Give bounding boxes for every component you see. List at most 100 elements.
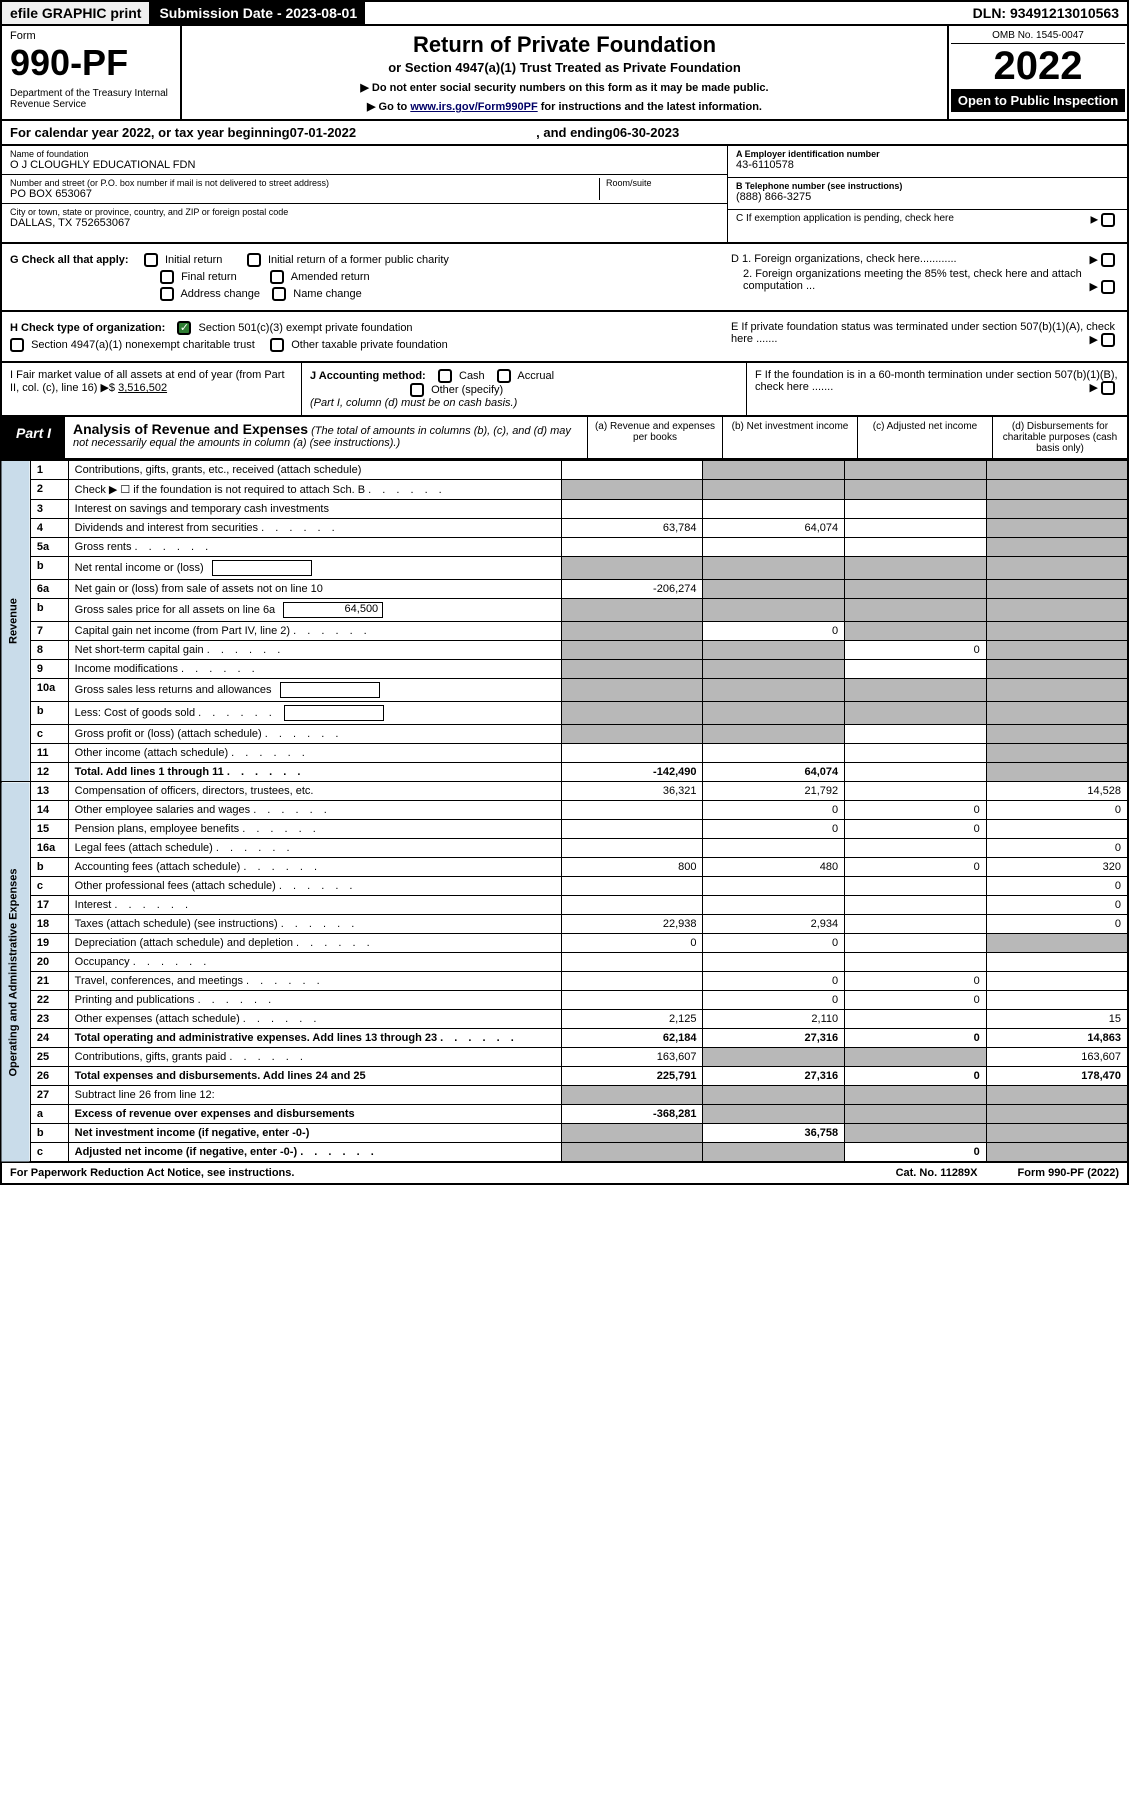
cell-d — [986, 934, 1128, 953]
row-description: Depreciation (attach schedule) and deple… — [68, 934, 561, 953]
initial-return-checkbox[interactable] — [144, 253, 158, 267]
instr-ssn: ▶ Do not enter social security numbers o… — [188, 81, 941, 94]
name-label: Name of foundation — [10, 149, 719, 159]
cash-checkbox[interactable] — [438, 369, 452, 383]
row-description: Pension plans, employee benefits . . . .… — [68, 820, 561, 839]
e-label: E If private foundation status was termi… — [731, 321, 1115, 345]
cell-c — [845, 839, 987, 858]
cell-d: 14,863 — [986, 1029, 1128, 1048]
4947-checkbox[interactable] — [10, 338, 24, 352]
cell-d — [986, 991, 1128, 1010]
amended-return-checkbox[interactable] — [270, 270, 284, 284]
cell-a: 800 — [561, 858, 703, 877]
part-label: Part I — [2, 417, 65, 458]
row-number: 13 — [30, 782, 68, 801]
cell-a — [561, 839, 703, 858]
city-value: DALLAS, TX 752653067 — [10, 217, 719, 229]
cell-b — [703, 702, 845, 725]
table-row: cAdjusted net income (if negative, enter… — [1, 1143, 1128, 1163]
cell-b: 2,934 — [703, 915, 845, 934]
other-method-checkbox[interactable] — [410, 383, 424, 397]
terminated-checkbox[interactable] — [1101, 333, 1115, 347]
ein-value: 43-6110578 — [736, 159, 1119, 171]
g-opt-0: Initial return — [165, 254, 222, 266]
table-row: 19Depreciation (attach schedule) and dep… — [1, 934, 1128, 953]
row-description: Interest . . . . . . — [68, 896, 561, 915]
cell-d — [986, 480, 1128, 500]
foreign-85-checkbox[interactable] — [1101, 280, 1115, 294]
cell-d: 0 — [986, 915, 1128, 934]
other-taxable-checkbox[interactable] — [270, 338, 284, 352]
row-description: Total. Add lines 1 through 11 . . . . . … — [68, 763, 561, 782]
phone-label: B Telephone number (see instructions) — [736, 181, 1119, 191]
cell-a — [561, 877, 703, 896]
addr-label: Number and street (or P.O. box number if… — [10, 178, 599, 188]
g-opt-4: Amended return — [291, 271, 370, 283]
cell-c — [845, 557, 987, 580]
cell-b — [703, 1086, 845, 1105]
cell-b — [703, 599, 845, 622]
j-note: (Part I, column (d) must be on cash basi… — [310, 397, 517, 409]
irs-link[interactable]: www.irs.gov/Form990PF — [410, 101, 537, 113]
g-opt-2: Address change — [180, 288, 260, 300]
col-b-header: (b) Net investment income — [722, 417, 857, 458]
cell-c — [845, 877, 987, 896]
cell-d — [986, 580, 1128, 599]
table-row: bNet rental income or (loss) — [1, 557, 1128, 580]
row-number: 9 — [30, 660, 68, 679]
j-other: Other (specify) — [431, 384, 503, 396]
row-description: Dividends and interest from securities .… — [68, 519, 561, 538]
table-row: 23Other expenses (attach schedule) . . .… — [1, 1010, 1128, 1029]
row-number: 25 — [30, 1048, 68, 1067]
cell-c: 0 — [845, 1067, 987, 1086]
address-change-checkbox[interactable] — [160, 287, 174, 301]
cell-a — [561, 557, 703, 580]
fmv-value: 3,516,502 — [118, 382, 167, 394]
table-row: 10aGross sales less returns and allowanc… — [1, 679, 1128, 702]
h-opt-3: Other taxable private foundation — [291, 339, 448, 351]
tax-year: 2022 — [951, 44, 1125, 89]
row-description: Check ▶ ☐ if the foundation is not requi… — [68, 480, 561, 500]
exemption-checkbox[interactable] — [1101, 213, 1115, 227]
60month-checkbox[interactable] — [1101, 381, 1115, 395]
row-description: Excess of revenue over expenses and disb… — [68, 1105, 561, 1124]
cell-c — [845, 782, 987, 801]
row-number: 24 — [30, 1029, 68, 1048]
row-number: 17 — [30, 896, 68, 915]
cell-d — [986, 702, 1128, 725]
part-desc: Analysis of Revenue and Expenses (The to… — [65, 417, 587, 458]
final-return-checkbox[interactable] — [160, 270, 174, 284]
row-number: b — [30, 599, 68, 622]
initial-former-checkbox[interactable] — [247, 253, 261, 267]
col-d-header: (d) Disbursements for charitable purpose… — [992, 417, 1127, 458]
name-change-checkbox[interactable] — [272, 287, 286, 301]
cell-b — [703, 877, 845, 896]
row-number: 20 — [30, 953, 68, 972]
form-number: 990-PF — [10, 42, 172, 84]
cell-a: 22,938 — [561, 915, 703, 934]
row-description: Accounting fees (attach schedule) . . . … — [68, 858, 561, 877]
cell-c — [845, 744, 987, 763]
form-id-block: Form 990-PF Department of the Treasury I… — [2, 26, 182, 119]
row-description: Other expenses (attach schedule) . . . .… — [68, 1010, 561, 1029]
cell-d — [986, 599, 1128, 622]
row-description: Printing and publications . . . . . . — [68, 991, 561, 1010]
cell-b — [703, 725, 845, 744]
row-description: Subtract line 26 from line 12: — [68, 1086, 561, 1105]
cell-c — [845, 622, 987, 641]
efile-print-button[interactable]: efile GRAPHIC print — [2, 2, 151, 24]
foreign-org-checkbox[interactable] — [1101, 253, 1115, 267]
cell-a: 62,184 — [561, 1029, 703, 1048]
501c3-checkbox[interactable] — [177, 321, 191, 335]
accrual-checkbox[interactable] — [497, 369, 511, 383]
cell-b: 64,074 — [703, 519, 845, 538]
j-label: J Accounting method: — [310, 370, 426, 382]
cell-b — [703, 461, 845, 480]
cell-c — [845, 679, 987, 702]
table-row: 8Net short-term capital gain . . . . . .… — [1, 641, 1128, 660]
cell-b — [703, 641, 845, 660]
submission-date: Submission Date - 2023-08-01 — [151, 2, 365, 24]
row-number: a — [30, 1105, 68, 1124]
row-description: Total expenses and disbursements. Add li… — [68, 1067, 561, 1086]
cell-c: 0 — [845, 972, 987, 991]
